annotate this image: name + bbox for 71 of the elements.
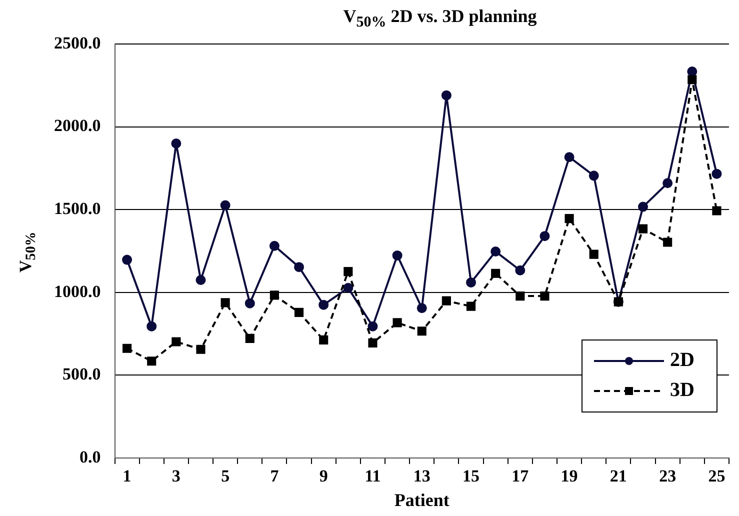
y-tick-label: 2500.0 — [54, 33, 101, 52]
point — [712, 168, 722, 179]
point — [318, 300, 329, 310]
point — [638, 202, 648, 212]
point — [245, 334, 254, 343]
point — [294, 308, 304, 317]
point — [441, 90, 452, 100]
x-tick-label: 17 — [512, 466, 530, 486]
point — [589, 250, 598, 259]
point — [147, 356, 156, 366]
x-tick-label: 23 — [659, 466, 676, 486]
x-tick-label: 5 — [221, 466, 230, 486]
point — [687, 66, 698, 76]
point — [588, 170, 599, 181]
point — [343, 282, 354, 293]
x-tick-label: 3 — [172, 466, 180, 486]
y-tick-label: 1500.0 — [54, 198, 101, 218]
point — [171, 138, 182, 149]
point — [269, 240, 280, 251]
y-tick-label: 0.0 — [80, 447, 101, 466]
point — [688, 75, 697, 84]
point — [122, 344, 132, 353]
x-tick-label: 7 — [270, 466, 280, 486]
point — [516, 292, 525, 301]
y-tick-label: 1000.0 — [54, 282, 101, 301]
point — [196, 274, 206, 285]
point — [540, 231, 550, 242]
point — [294, 262, 304, 272]
point — [564, 214, 574, 224]
point — [244, 298, 255, 308]
point — [416, 303, 427, 314]
point — [319, 335, 328, 344]
y-tick-label: 500.0 — [62, 364, 101, 384]
point — [564, 152, 574, 162]
point — [368, 321, 378, 332]
x-tick-label: 21 — [610, 466, 627, 486]
legend-label: 3D — [670, 379, 694, 402]
point — [662, 178, 673, 188]
point — [515, 265, 526, 276]
point — [368, 338, 378, 348]
point — [220, 200, 230, 210]
point — [417, 326, 426, 336]
point — [392, 250, 402, 260]
x-tick-label: 19 — [560, 466, 578, 486]
x-tick-label: 13 — [413, 466, 430, 486]
point — [146, 321, 157, 332]
x-tick-label: 1 — [122, 466, 132, 486]
point — [466, 302, 476, 311]
x-tick-label: 11 — [364, 466, 381, 486]
point — [540, 292, 550, 301]
point — [122, 254, 132, 265]
point — [172, 337, 181, 346]
x-axis-title: Patient — [394, 490, 450, 510]
point — [490, 246, 501, 256]
point — [344, 267, 353, 276]
chart-title: V$_{50%}$ 2D vs. 3D planning — [342, 6, 538, 32]
point — [466, 277, 476, 288]
point — [712, 206, 722, 216]
legend-label: 2D — [670, 349, 694, 372]
x-tick-label: 25 — [708, 466, 726, 486]
x-tick-label: 9 — [319, 466, 328, 486]
point — [663, 238, 672, 247]
point — [220, 298, 230, 308]
point — [442, 296, 451, 306]
point — [638, 224, 648, 234]
x-tick-label: 15 — [462, 466, 480, 486]
y-tick-label: 2000.0 — [54, 116, 101, 136]
point — [270, 290, 279, 300]
point — [491, 268, 500, 278]
point — [196, 344, 206, 354]
point — [392, 318, 402, 328]
